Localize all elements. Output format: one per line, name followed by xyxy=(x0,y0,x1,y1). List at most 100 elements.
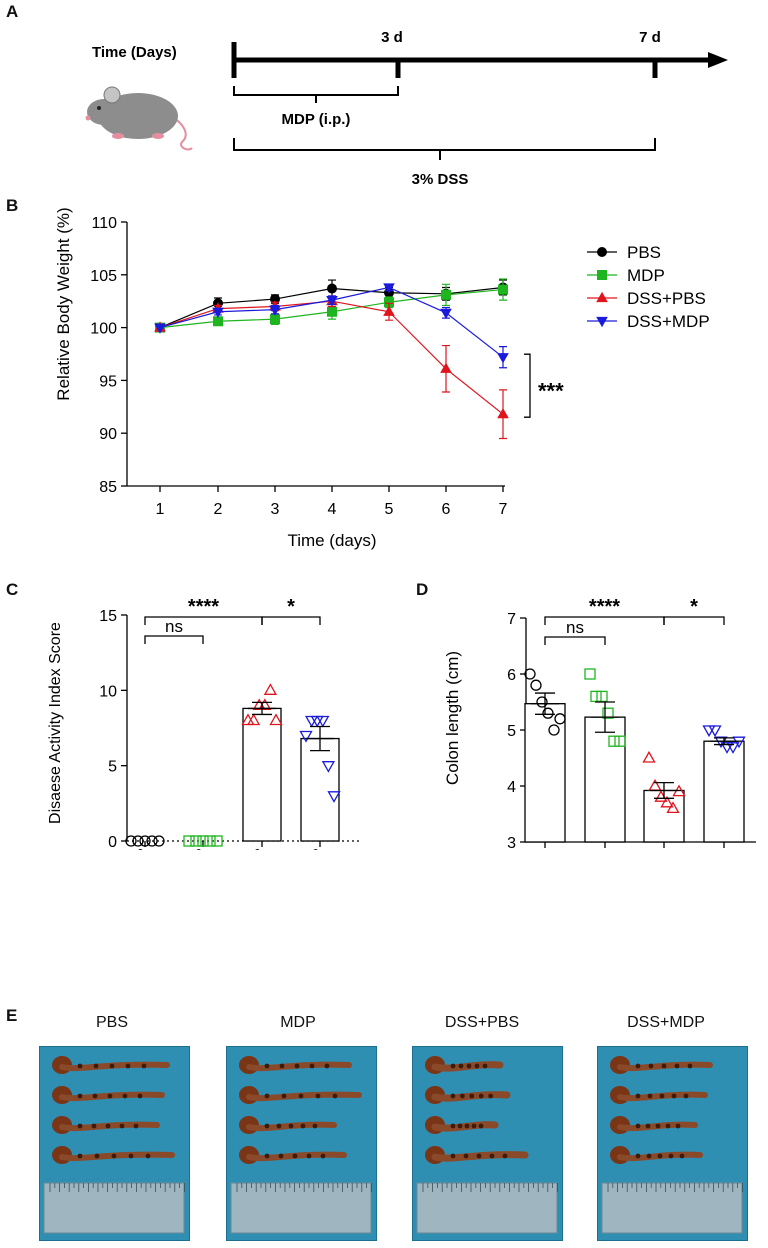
chart-d-error-bar xyxy=(531,692,559,715)
ruler xyxy=(230,1182,372,1234)
photo-title-mdp: MDP xyxy=(280,1014,316,1031)
chart-c-error-bar xyxy=(306,725,334,752)
chart-b-legend-marker xyxy=(597,247,607,257)
chart-c-data-point xyxy=(263,683,278,695)
chart-b-point xyxy=(498,284,508,295)
photo-title-dss-pbs: DSS+PBS xyxy=(444,1014,520,1031)
timeline-tick-3-label: 3 d xyxy=(381,29,403,46)
colon-fecal-pellet xyxy=(635,1063,641,1069)
chart-c-comparison-label: **** xyxy=(188,596,219,618)
chart-b-point xyxy=(269,305,281,316)
chart-b-point xyxy=(440,362,452,373)
chart-c-data-point xyxy=(132,835,144,847)
colon-fecal-pellet xyxy=(645,1123,651,1129)
chart-b-point xyxy=(327,283,337,294)
chart-b-y-tick-label: 100 xyxy=(90,321,117,338)
colon-fecal-pellet xyxy=(665,1123,671,1129)
colon-fecal-pellet xyxy=(77,1063,83,1069)
chart-c-comparison-label: ns xyxy=(165,617,183,636)
chart-c-ylabel: Disaese Activity Index Score xyxy=(47,622,64,824)
chart-b-x-tick-label: 7 xyxy=(499,501,508,518)
chart-d-x-tick-label: DSS+MDP xyxy=(664,847,731,850)
colon-fecal-pellet xyxy=(298,1093,304,1099)
chart-b-legend-label: DSS+MDP xyxy=(627,312,710,331)
chart-b-y-tick-label: 110 xyxy=(91,215,117,232)
chart-d-data-point xyxy=(660,795,674,808)
chart-c-comparison-bracket xyxy=(261,616,321,625)
chart-b-y-tick-label: 105 xyxy=(90,268,117,285)
chart-c-data-point xyxy=(146,835,158,847)
chart-b-point xyxy=(441,289,451,300)
chart-c-comparison-bracket xyxy=(144,635,204,644)
chart-b-point xyxy=(497,353,509,364)
colon-fecal-pellet xyxy=(324,1063,330,1069)
chart-b-legend-label: MDP xyxy=(627,266,665,285)
chart-d-y-tick-label: 7 xyxy=(507,611,516,628)
chart-c-data-point xyxy=(204,835,216,847)
colon-fecal-pellet xyxy=(482,1063,488,1069)
chart-d-data-point xyxy=(666,801,680,814)
body-weight-chart: Relative Body Weight (%) Time (days) 85 9… xyxy=(54,207,710,550)
chart-b-x-tick-label: 3 xyxy=(271,501,280,518)
colon-fecal-pellet xyxy=(125,1063,131,1069)
colon-fecal-pellet xyxy=(294,1063,300,1069)
chart-b-ylabel: Relative Body Weight (%) xyxy=(54,207,73,400)
colon-fecal-pellet xyxy=(464,1123,470,1129)
chart-d-data-point xyxy=(554,713,566,725)
colon-fecal-pellet xyxy=(647,1093,653,1099)
chart-b-point xyxy=(270,314,280,325)
colon-tissue xyxy=(431,1061,504,1072)
colon-fecal-pellet xyxy=(91,1123,97,1129)
chart-d-data-point xyxy=(530,679,542,691)
colon-fecal-pellet xyxy=(292,1153,298,1159)
chart-c-x-tick-label: DSS+MDP xyxy=(260,846,327,850)
chart-b-legend-marker xyxy=(596,291,608,303)
colon-fecal-pellet xyxy=(264,1123,270,1129)
colon-length-chart: Colon length (cm) 3 4 5 6 7 PBS MDPDSS+PBSDSS+… xyxy=(443,596,756,850)
colon-fecal-pellet xyxy=(105,1123,111,1129)
colon-fecal-pellet xyxy=(133,1123,139,1129)
colon-fecal-pellet xyxy=(655,1123,661,1129)
chart-d-bar xyxy=(703,740,745,843)
chart-b-y-tick-label: 95 xyxy=(99,373,117,390)
colon-fecal-pellet xyxy=(478,1093,484,1099)
colon-fecal-pellet xyxy=(264,1153,270,1159)
chart-d-data-point xyxy=(732,736,746,749)
colon-photo-dss-mdp xyxy=(597,1046,748,1241)
panel-label-b: B xyxy=(6,196,19,215)
chart-b-y-tick-label: 90 xyxy=(99,426,117,443)
dss-label: 3% DSS xyxy=(412,171,469,188)
chart-d-x-tick-label: DSS+PBS xyxy=(606,847,671,850)
chart-d-comparison-label: * xyxy=(690,596,698,618)
chart-d-data-point xyxy=(536,696,548,708)
colon-fecal-pellet xyxy=(92,1093,98,1099)
chart-d-ylabel: Colon length (cm) xyxy=(443,651,462,785)
chart-b-point xyxy=(327,306,337,317)
colon-fecal-pellet xyxy=(463,1153,469,1159)
chart-b-legend-label: PBS xyxy=(627,243,661,262)
chart-d-data-point xyxy=(590,690,602,703)
chart-b-y-tick-label: 85 xyxy=(99,479,117,496)
chart-b-point xyxy=(154,323,166,334)
chart-c-x-tick-label: PBS xyxy=(117,846,152,850)
chart-d-error-bar xyxy=(710,737,738,746)
chart-c-bar xyxy=(300,737,340,842)
colon-fecal-pellet xyxy=(646,1153,652,1159)
colon-fecal-pellet xyxy=(77,1093,83,1099)
colon-fecal-pellet xyxy=(488,1093,493,1099)
chart-d-data-point xyxy=(596,690,608,703)
colon-fecal-pellet xyxy=(661,1063,667,1069)
colon-fecal-pellet xyxy=(332,1093,338,1099)
colon-fecal-pellet xyxy=(281,1093,287,1099)
chart-b-x-tick-label: 5 xyxy=(385,501,394,518)
chart-d-y-tick-label: 4 xyxy=(507,779,516,796)
dss-bracket xyxy=(233,138,656,160)
chart-b-point xyxy=(383,305,395,316)
chart-b-x-tick-label: 4 xyxy=(328,501,337,518)
chart-b-legend-marker xyxy=(596,316,608,328)
colon-fecal-pellet xyxy=(93,1063,99,1069)
chart-c-data-point xyxy=(183,835,195,847)
chart-b-point xyxy=(326,296,338,307)
colon-fecal-pellet xyxy=(471,1123,477,1129)
colon-fecal-pellet xyxy=(109,1063,115,1069)
